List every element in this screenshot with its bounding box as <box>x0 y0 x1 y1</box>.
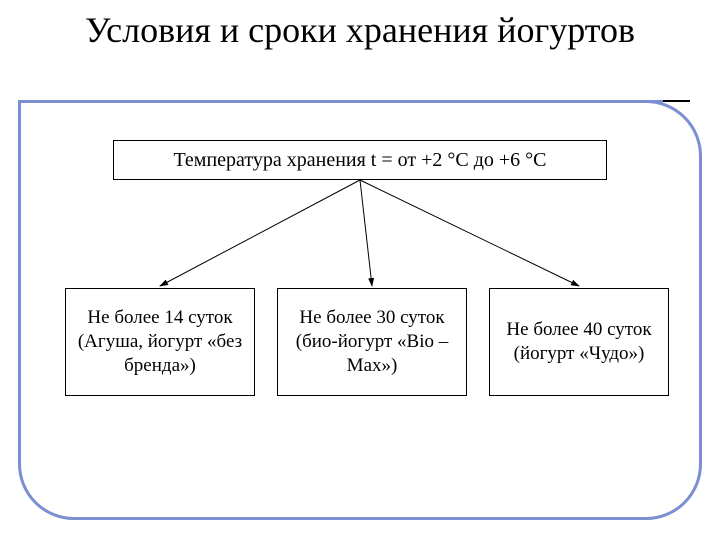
slide-title: Условия и сроки хранения йогуртов <box>0 10 720 51</box>
root-node: Температура хранения t = от +2 °С до +6 … <box>113 140 607 180</box>
child-node-3: Не более 40 суток (йогурт «Чудо») <box>489 288 669 396</box>
child-node-1-text: Не более 14 суток (Агуша, йогурт «без бр… <box>72 306 248 379</box>
root-node-text: Температура хранения t = от +2 °С до +6 … <box>173 149 546 172</box>
child-node-3-text: Не более 40 суток (йогурт «Чудо») <box>496 318 662 367</box>
child-node-2-text: Не более 30 суток (био-йогурт «Bio – Max… <box>284 306 460 379</box>
slide-title-area: Условия и сроки хранения йогуртов <box>0 10 720 51</box>
child-node-2: Не более 30 суток (био-йогурт «Bio – Max… <box>277 288 467 396</box>
content-frame-top <box>18 100 663 103</box>
child-node-1: Не более 14 суток (Агуша, йогурт «без бр… <box>65 288 255 396</box>
